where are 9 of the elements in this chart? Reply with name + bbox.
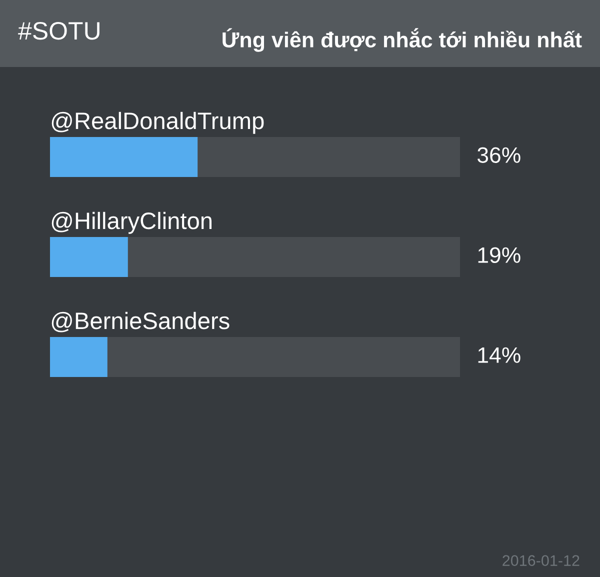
chart-subtitle: #SOTU (18, 22, 100, 40)
data-label: 36% (478, 147, 520, 163)
data-label: 19% (478, 247, 520, 263)
data-label: 14% (478, 347, 520, 363)
chart-title: Ứng viên được nhắc tới nhiều nhất (222, 28, 582, 52)
y-tick-label: @RealDonaldTrump (52, 112, 264, 134)
y-tick-label: @HillaryClinton (52, 212, 212, 234)
text: 2016-01-12 (502, 555, 580, 566)
y-tick-label: @BernieSanders (52, 312, 230, 332)
